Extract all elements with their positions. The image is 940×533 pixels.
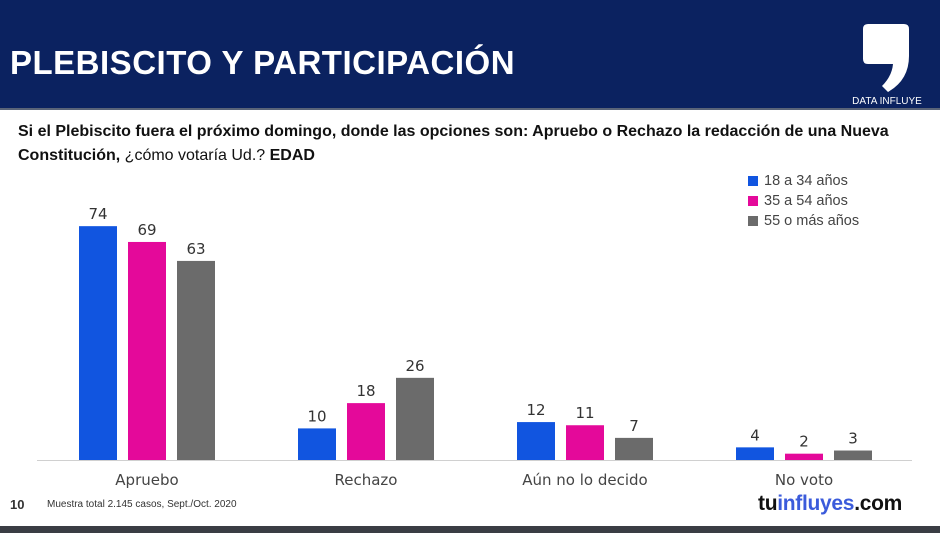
question-normal: ¿cómo votaría Ud.? [120, 147, 270, 164]
data-label: 11 [575, 404, 594, 422]
page-title: PLEBISCITO Y PARTICIPACIÓN [10, 44, 516, 81]
legend-item: 35 a 54 años [748, 191, 859, 211]
chart-legend: 18 a 34 años 35 a 54 años 55 o más años [748, 171, 859, 231]
bar-rechazo-series-1 [298, 428, 336, 460]
data-label: 7 [629, 417, 639, 435]
bottom-bar [0, 526, 940, 533]
category-label: Aún no lo decido [522, 471, 647, 489]
bar-no-voto-series-1 [736, 447, 774, 460]
bar-rechazo-series-2 [347, 403, 385, 460]
bar-no-voto-series-3 [834, 450, 872, 460]
bar-apruebo-series-1 [79, 226, 117, 460]
bar-a-n-no-lo-decido-series-3 [615, 437, 653, 460]
data-label: 26 [405, 357, 424, 375]
data-label: 63 [186, 240, 205, 258]
data-label: 3 [848, 430, 858, 448]
bar-no-voto-series-2 [785, 453, 823, 460]
data-label: 18 [356, 382, 375, 400]
category-label: Apruebo [115, 471, 178, 489]
question-segment: EDAD [269, 147, 315, 164]
bar-rechazo-series-3 [396, 377, 434, 460]
legend-item: 55 o más años [748, 211, 859, 231]
data-influye-logo-icon [863, 24, 909, 92]
legend-label: 35 a 54 años [764, 193, 848, 209]
sample-note: Muestra total 2.145 casos, Sept./Oct. 20… [47, 499, 237, 510]
brand-logo[interactable]: tuinfluyes.com [758, 492, 902, 516]
brand-tu: tu [758, 492, 778, 515]
legend-swatch [748, 196, 758, 206]
question-bold: Si el Plebiscito fuera el próximo doming… [18, 123, 889, 164]
brand-influyes: influyes [777, 492, 855, 515]
data-label: 12 [526, 401, 545, 419]
category-label: Rechazo [335, 471, 398, 489]
legend-label: 55 o más años [764, 213, 860, 229]
header-banner: PLEBISCITO Y PARTICIPACIÓN DATA INFLUYE [0, 0, 940, 110]
data-label: 10 [307, 407, 326, 425]
bar-a-n-no-lo-decido-series-2 [566, 425, 604, 460]
bar-a-n-no-lo-decido-series-1 [517, 422, 555, 460]
legend-label: 18 a 34 años [764, 173, 848, 189]
legend-swatch [748, 176, 758, 186]
legend-item: 18 a 34 años [748, 171, 859, 191]
survey-question: Si el Plebiscito fuera el próximo doming… [18, 120, 928, 168]
data-label: 2 [799, 433, 809, 451]
logo-text: DATA INFLUYE [852, 96, 922, 107]
bar-apruebo-series-3 [177, 260, 215, 460]
category-label: No voto [775, 471, 833, 489]
data-label: 74 [88, 205, 107, 223]
brand-com: .com [854, 492, 903, 515]
legend-swatch [748, 216, 758, 226]
bar-apruebo-series-2 [128, 241, 166, 460]
data-label: 69 [137, 221, 156, 239]
data-label: 4 [750, 426, 760, 444]
page-number: 10 [10, 497, 25, 512]
